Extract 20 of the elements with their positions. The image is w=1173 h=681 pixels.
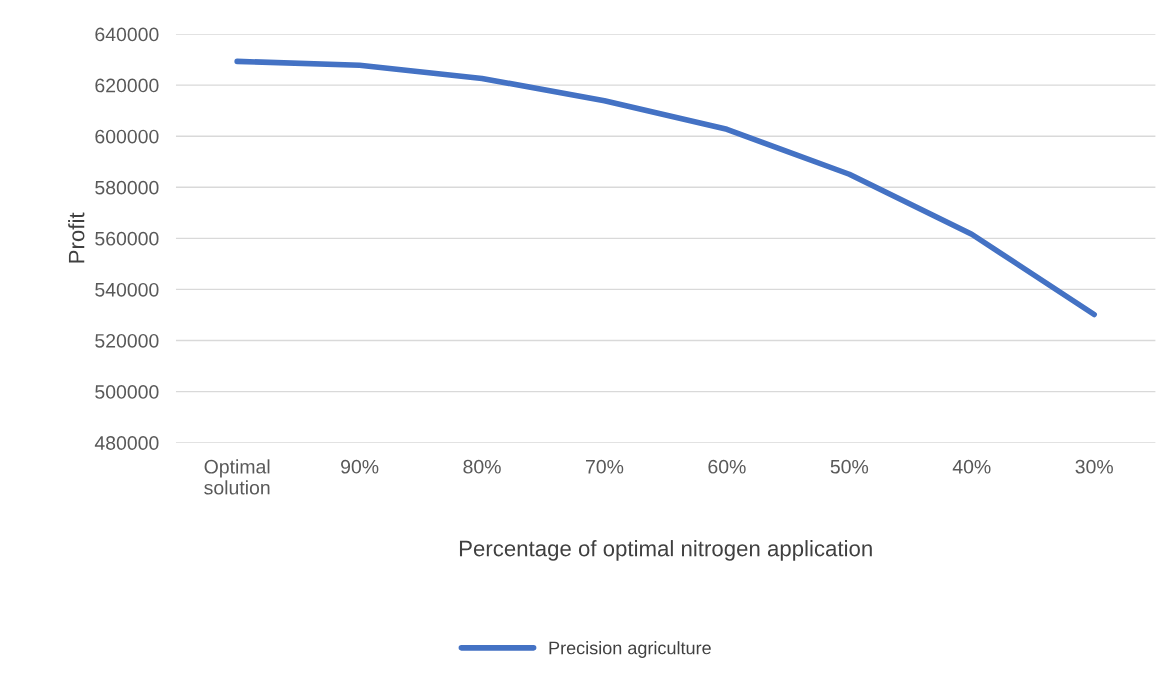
y-axis-title: Profit [68,212,85,263]
x-tick-label: 80% [463,459,501,474]
y-tick-label: 620000 [95,78,159,93]
x-tick-label: Optimal solution [204,459,270,495]
x-tick-label: 70% [586,459,624,474]
x-tick-label: 60% [708,459,746,474]
y-tick-label: 580000 [95,180,159,195]
x-tick-label: 90% [341,459,379,474]
x-tick-label: 50% [830,459,869,474]
y-tick-label: 600000 [95,129,159,144]
legend-label: Precision agriculture [549,641,711,658]
x-axis-title: Percentage of optimal nitrogen application [459,540,872,561]
y-tick-label: 640000 [95,27,159,42]
y-tick-label: 540000 [95,282,159,297]
x-tick-label: 30% [1075,459,1113,474]
y-tick-label: 520000 [95,333,159,348]
y-tick-label: 500000 [95,385,159,399]
y-tick-label: 560000 [95,231,159,246]
x-tick-label: 40% [952,459,991,474]
y-tick-label: 480000 [94,436,159,450]
